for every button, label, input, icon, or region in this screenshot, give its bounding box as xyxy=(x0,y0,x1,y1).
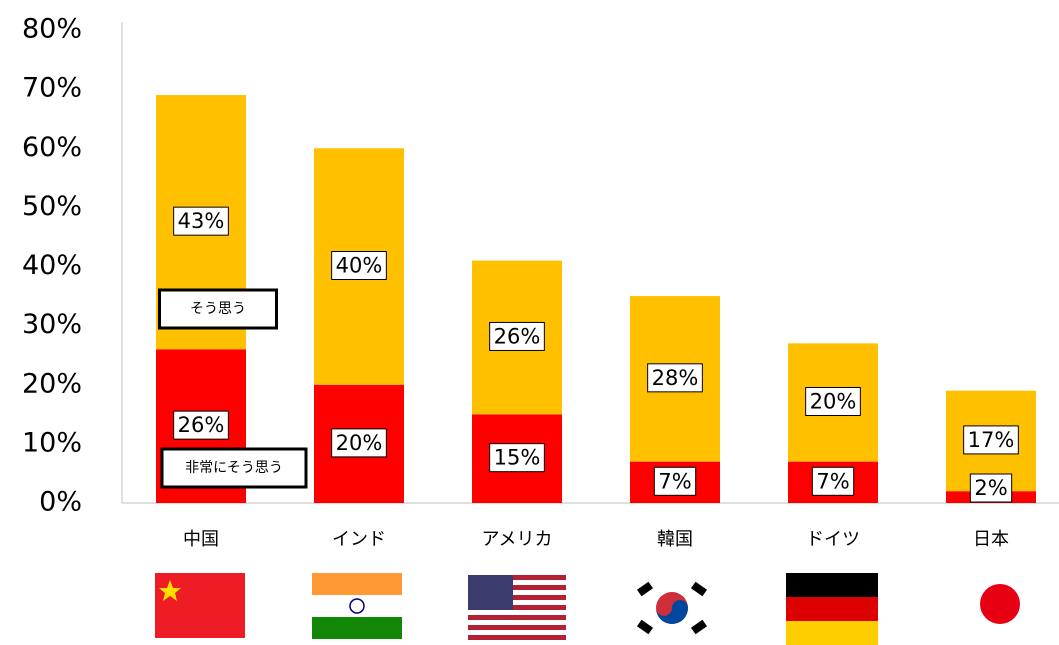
label-group: 7% xyxy=(811,466,855,496)
label-box xyxy=(647,363,703,393)
x-tick-label: 日本 xyxy=(973,529,1009,550)
label-group: 28% xyxy=(647,363,703,393)
label-box xyxy=(173,410,229,440)
label-group: 20% xyxy=(805,386,861,416)
label-box xyxy=(489,443,545,473)
x-tick-label: ドイツ xyxy=(806,529,860,550)
value-label: 28% xyxy=(652,366,699,390)
legend-item: そう思う xyxy=(158,288,278,330)
flag-korea xyxy=(636,581,708,635)
label-group: 26% xyxy=(173,410,229,440)
value-label: 20% xyxy=(336,431,383,455)
label-group: 40% xyxy=(331,251,387,280)
legend-box xyxy=(160,447,308,489)
y-tick-label: 30% xyxy=(22,309,82,340)
y-tick-label: 80% xyxy=(22,14,82,45)
legend-label: そう思う xyxy=(190,301,246,317)
y-tick-label: 60% xyxy=(22,132,82,163)
value-label: 40% xyxy=(336,254,383,278)
label-box xyxy=(963,425,1019,455)
flag-germany xyxy=(786,573,878,645)
value-label: 7% xyxy=(816,469,849,493)
y-tick-label: 10% xyxy=(22,427,82,458)
value-label: 15% xyxy=(494,446,541,470)
value-label: 20% xyxy=(810,389,857,413)
legend-box xyxy=(158,288,278,330)
label-group: 26% xyxy=(489,321,545,351)
flag-japan xyxy=(980,584,1020,624)
value-label: 7% xyxy=(658,469,691,493)
y-tick-label: 20% xyxy=(22,368,82,399)
value-label: 26% xyxy=(178,413,225,437)
y-tick-label: 0% xyxy=(39,487,82,518)
value-label: 2% xyxy=(974,476,1007,500)
value-label: 43% xyxy=(178,209,225,233)
label-box xyxy=(331,251,387,280)
y-tick-label: 70% xyxy=(22,73,82,104)
label-box xyxy=(969,473,1013,503)
y-tick-label: 50% xyxy=(22,191,82,222)
label-group: 7% xyxy=(653,466,697,496)
flags xyxy=(155,573,1020,645)
label-box xyxy=(173,206,229,236)
x-tick-label: 中国 xyxy=(183,529,219,550)
label-box xyxy=(489,321,545,351)
label-box xyxy=(331,428,387,458)
x-tick-label: インド xyxy=(332,529,386,550)
label-group: 43% xyxy=(173,206,229,236)
label-box xyxy=(805,386,861,416)
legend-label: 非常にそう思う xyxy=(185,460,283,476)
label-group: 20% xyxy=(331,428,387,458)
label-box xyxy=(653,466,697,496)
flag-usa xyxy=(468,575,566,640)
value-label: 26% xyxy=(494,324,541,348)
label-group: 2% xyxy=(969,473,1013,503)
label-group: 15% xyxy=(489,443,545,473)
legend-item: 非常にそう思う xyxy=(160,447,308,489)
label-box xyxy=(811,466,855,496)
x-tick-label: アメリカ xyxy=(481,529,552,550)
flag-india xyxy=(312,573,402,639)
y-tick-label: 40% xyxy=(22,250,82,281)
x-tick-label: 韓国 xyxy=(657,529,693,550)
flag-china xyxy=(155,573,245,638)
label-group: 17% xyxy=(963,425,1019,455)
value-label: 17% xyxy=(968,428,1015,452)
